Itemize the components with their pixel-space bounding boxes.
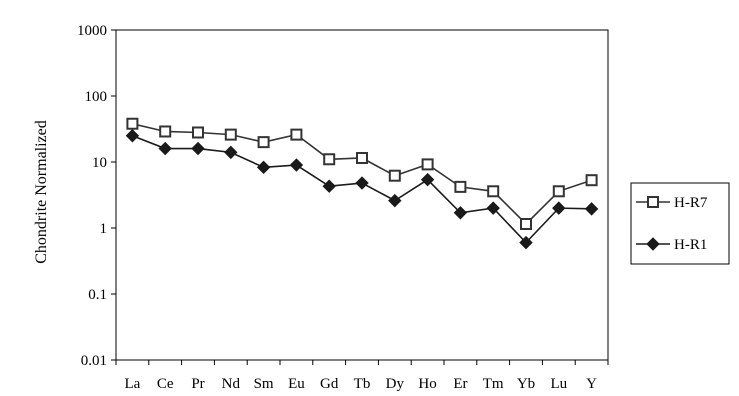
x-tick-label: Ho [418, 376, 436, 392]
legend-label: H-R1 [674, 237, 707, 253]
x-tick-label: Ce [157, 376, 174, 392]
data-point [356, 151, 368, 164]
data-point [388, 193, 402, 208]
data-point [224, 128, 237, 141]
legend-item-h-r1: H-R1 [636, 237, 707, 253]
x-tick-label: Tm [483, 376, 504, 392]
y-tick-label: 1000 [77, 23, 107, 39]
data-point [552, 201, 566, 215]
data-point [224, 145, 238, 160]
legend: H-R7 H-R1 [630, 182, 730, 265]
data-point [289, 158, 304, 172]
x-tick-label: La [124, 376, 140, 392]
data-point [355, 176, 369, 190]
data-point [584, 202, 599, 216]
data-point [323, 153, 336, 166]
data-point [646, 237, 660, 251]
data-point [192, 126, 204, 139]
plot-frame [115, 29, 609, 361]
data-point [647, 196, 659, 208]
y-tick-label: 10 [92, 155, 107, 171]
series-layer [125, 117, 599, 250]
series-line [132, 122, 592, 226]
legend-item-h-r7: H-R7 [636, 195, 708, 211]
data-point [519, 235, 533, 250]
data-point [125, 129, 140, 143]
data-point [126, 117, 139, 130]
data-point [454, 180, 467, 193]
data-point [191, 141, 205, 156]
x-tick-label: Y [586, 376, 597, 392]
data-point [421, 158, 434, 171]
y-axis-label: Chondrite Normalized [33, 120, 50, 264]
data-point [520, 217, 532, 230]
y-axis: 0.01 0.1 1 10 100 1000 [77, 23, 116, 369]
data-point [158, 141, 172, 156]
data-point [585, 174, 598, 187]
data-point [257, 136, 270, 149]
x-tick-label: Nd [222, 376, 241, 392]
data-point [420, 172, 435, 187]
legend-label: H-R7 [674, 195, 708, 211]
data-point [388, 169, 401, 182]
x-tick-label: Pr [191, 376, 204, 392]
data-point [256, 160, 271, 175]
y-tick-label: 0.01 [81, 353, 107, 369]
data-point [290, 128, 303, 141]
series-h-r7 [126, 117, 598, 230]
x-tick-label: Eu [288, 376, 305, 392]
y-tick-label: 100 [85, 89, 108, 105]
data-point [159, 125, 172, 138]
x-tick-label: Tb [354, 376, 371, 392]
data-point [486, 201, 500, 215]
x-tick-label: Yb [517, 376, 535, 392]
data-point [487, 185, 500, 198]
data-point [322, 179, 336, 193]
y-tick-label: 1 [100, 221, 108, 237]
x-tick-label: Er [453, 376, 467, 392]
data-point [552, 185, 565, 198]
x-axis: La Ce Pr Nd Sm Eu Gd Tb Dy Ho Er Tm Yb Lu Y [115, 360, 609, 392]
x-tick-label: Dy [386, 376, 405, 392]
y-tick-label: 0.1 [88, 287, 107, 303]
x-tick-label: Gd [320, 376, 339, 392]
data-point [453, 206, 468, 220]
series-h-r1 [125, 129, 599, 250]
x-tick-label: Sm [254, 376, 274, 392]
x-tick-label: Lu [550, 376, 567, 392]
